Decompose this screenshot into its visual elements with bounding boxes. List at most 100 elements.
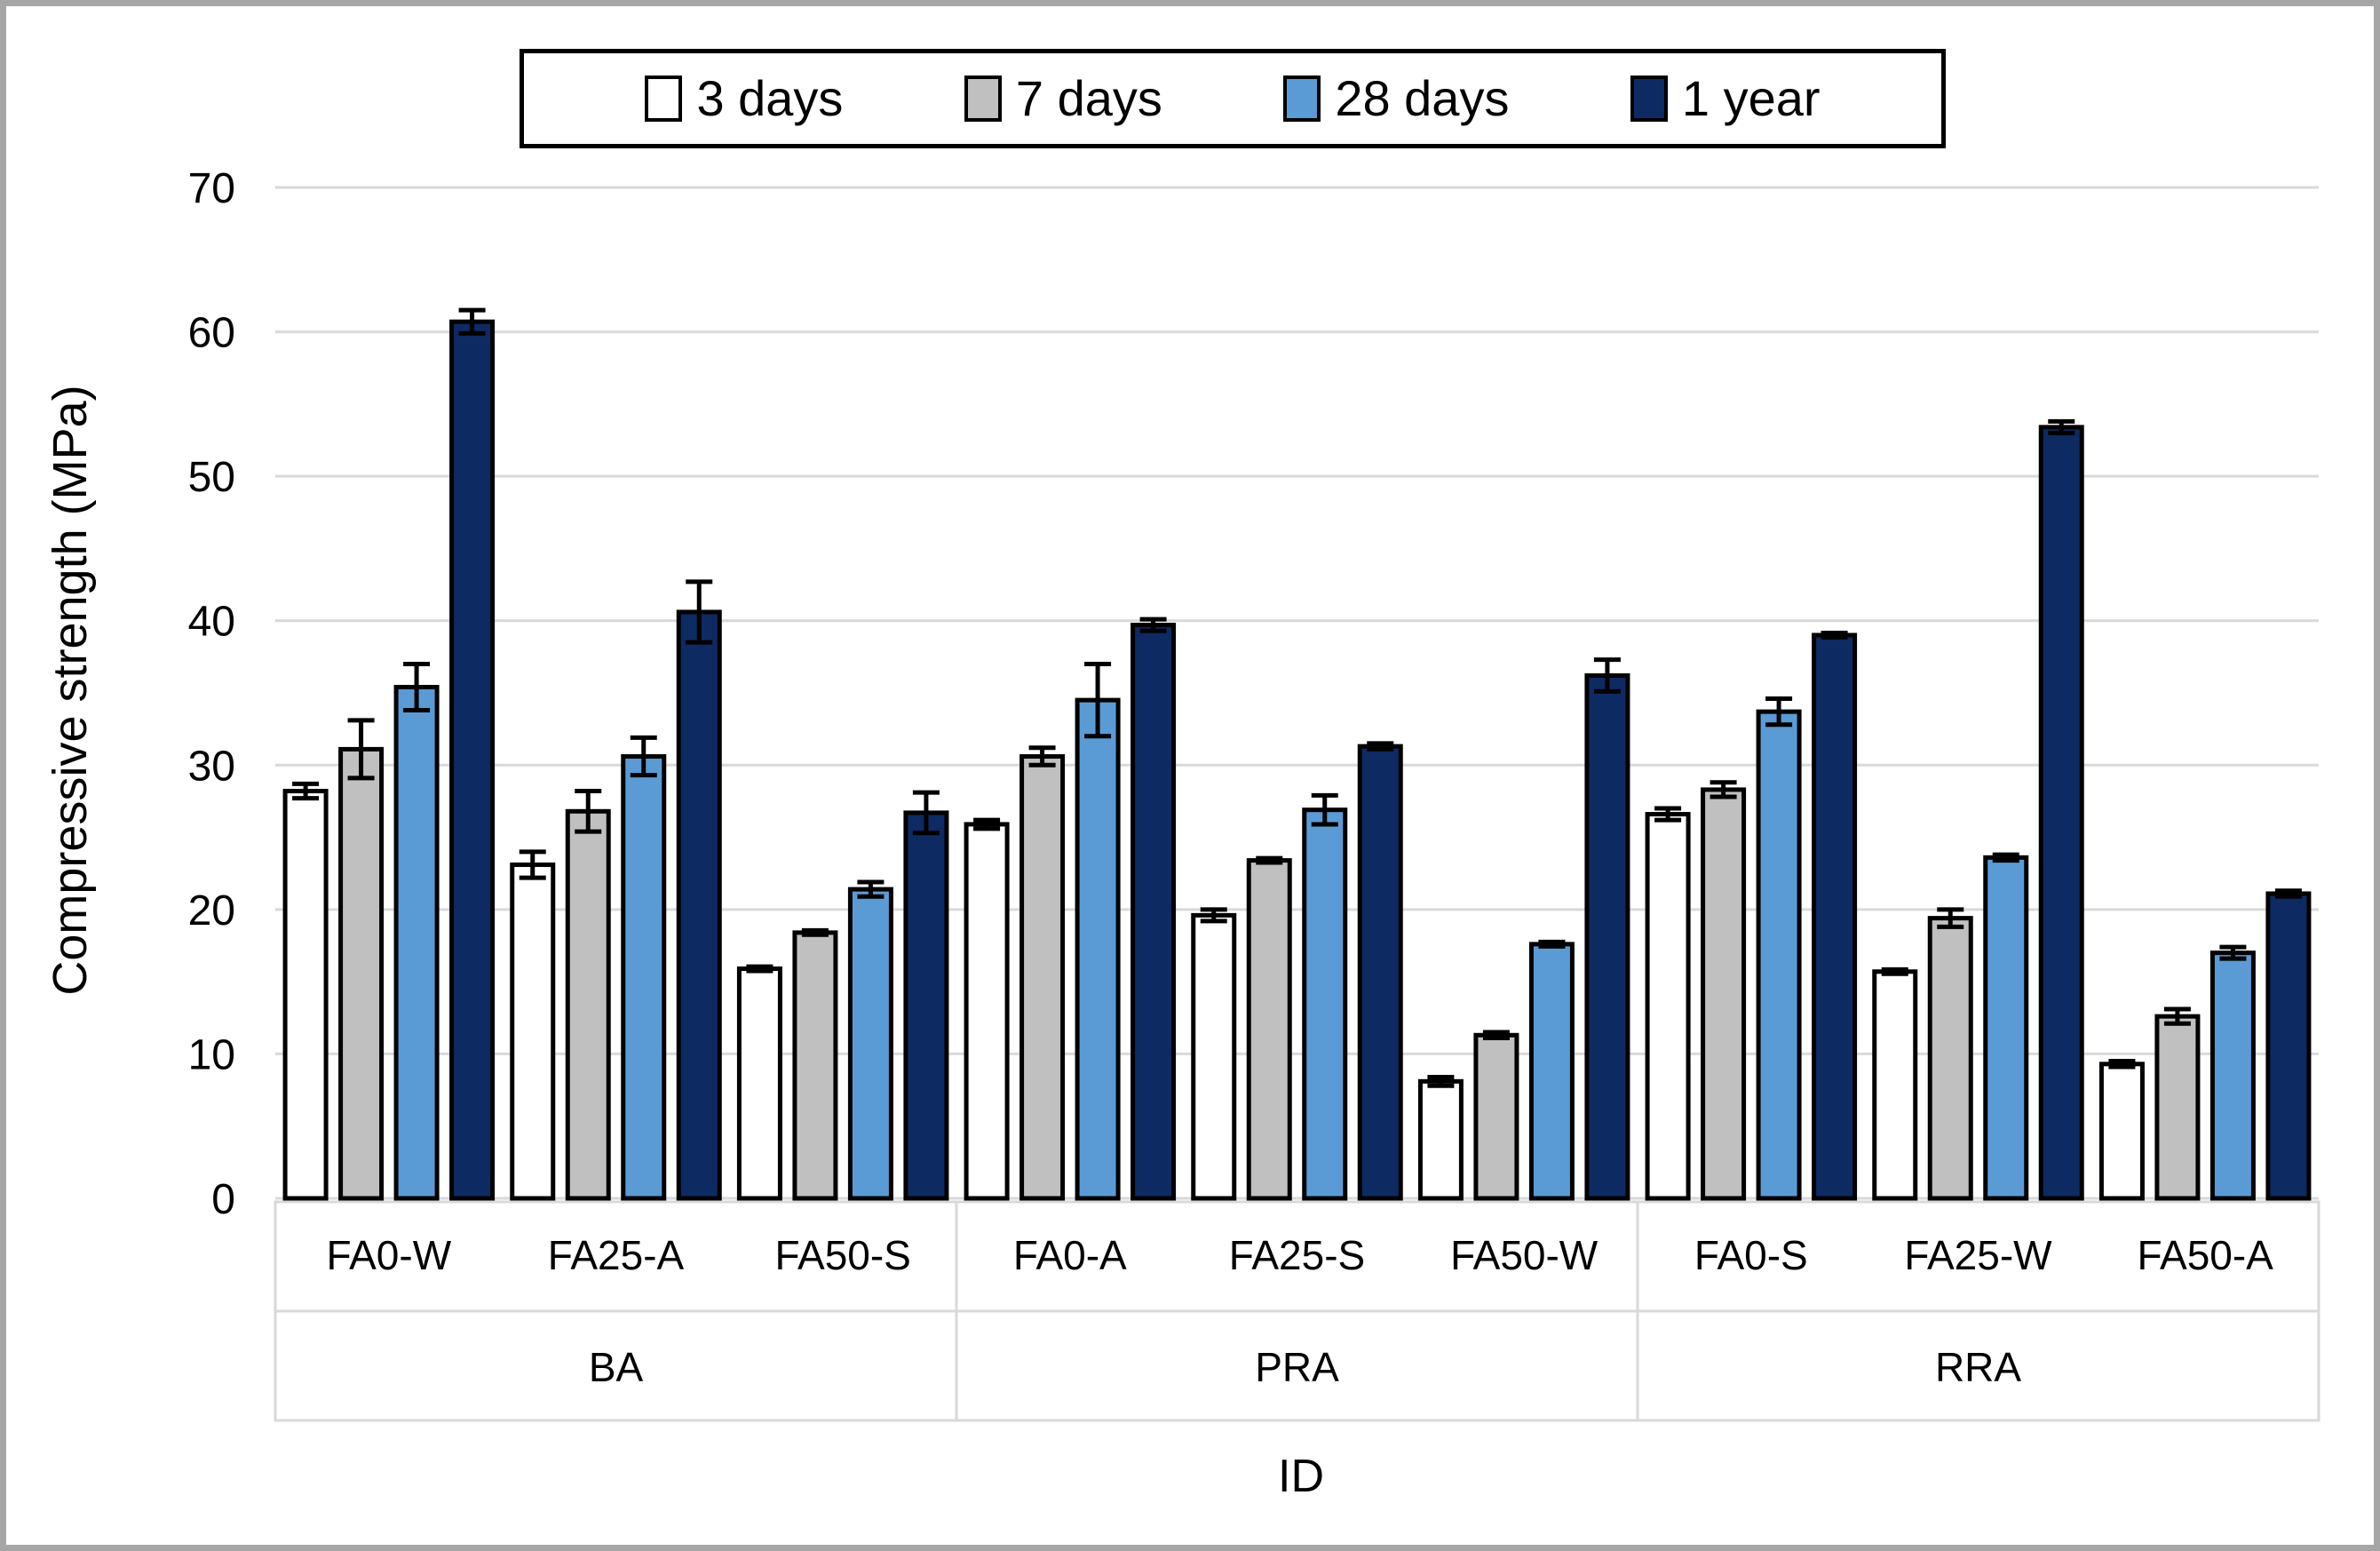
y-tick-label-20: 20 (188, 887, 235, 935)
legend-entry-7-days: 7 days (964, 74, 1162, 123)
group-label-pra: PRA (1255, 1344, 1339, 1390)
category-label-fa0-a: FA0-A (1013, 1232, 1127, 1278)
bar-fa50-s-7-days (792, 930, 838, 1201)
error-bar-fa50-s-7-days (801, 927, 829, 937)
error-bar-fa25-s-28-days (1311, 792, 1338, 827)
error-bar-fa50-w-1-year (1593, 657, 1621, 694)
bar-fa0-s-3-days (1645, 812, 1691, 1201)
error-bar-fa50-s-1-year (912, 790, 940, 836)
error-bar-fa0-w-7-days (347, 718, 375, 781)
legend-entry-28-days: 28 days (1283, 74, 1509, 123)
bar-fa50-a-28-days (2209, 950, 2256, 1201)
bar-fa25-a-7-days (565, 808, 611, 1201)
group-label-ba: BA (589, 1344, 644, 1390)
bar-fa0-a-1-year (1130, 623, 1177, 1201)
category-label-fa25-s: FA25-S (1229, 1232, 1365, 1278)
category-label-fa50-a: FA50-A (2137, 1232, 2273, 1278)
bar-fa25-s-7-days (1246, 858, 1292, 1201)
category-label-fa25-w: FA25-W (1904, 1232, 2052, 1278)
error-bar-fa50-s-28-days (857, 879, 885, 899)
error-bar-fa25-a-3-days (519, 849, 546, 880)
error-bar-fa0-s-1-year (1821, 631, 1848, 640)
error-bar-fa0-w-3-days (292, 781, 320, 801)
bar-fa25-w-1-year (2038, 425, 2084, 1201)
error-bar-fa25-w-1-year (2048, 418, 2075, 435)
y-tick-label-10: 10 (188, 1031, 235, 1078)
bar-fa25-a-1-year (676, 609, 722, 1201)
legend-entry-3-days: 3 days (645, 74, 843, 123)
bar-fa0-a-3-days (964, 822, 1010, 1201)
error-bar-fa25-w-28-days (1992, 852, 2019, 863)
bar-fa50-a-7-days (2154, 1014, 2201, 1201)
error-bar-fa0-s-28-days (1765, 696, 1793, 728)
bar-fa0-s-1-year (1812, 632, 1858, 1201)
error-bar-fa25-a-7-days (575, 789, 602, 834)
legend-entry-1-year: 1 year (1630, 74, 1821, 123)
error-bar-fa25-a-28-days (630, 735, 657, 778)
error-bar-fa0-s-7-days (1710, 780, 1737, 799)
bar-fa25-a-28-days (621, 754, 667, 1201)
bar-fa50-w-3-days (1417, 1078, 1464, 1201)
bar-fa0-a-28-days (1075, 697, 1121, 1201)
error-bar-fa0-a-7-days (1028, 745, 1056, 768)
error-bar-fa25-w-7-days (1937, 907, 1964, 929)
y-tick-label-30: 30 (188, 743, 235, 790)
legend-swatch-7-days (964, 76, 1002, 122)
bar-fa0-w-7-days (338, 746, 385, 1201)
y-tick-label-60: 60 (188, 310, 235, 357)
y-tick-label-50: 50 (188, 454, 235, 501)
bar-fa25-s-28-days (1302, 807, 1348, 1201)
bar-fa50-w-1-year (1584, 672, 1630, 1201)
error-bar-fa25-s-7-days (1256, 855, 1283, 865)
group-label-rra: RRA (1935, 1344, 2021, 1390)
error-bar-fa0-w-1-year (458, 307, 486, 336)
category-label-fa25-a: FA25-A (548, 1232, 685, 1278)
bar-fa0-a-7-days (1019, 754, 1066, 1201)
bar-fa0-w-28-days (393, 684, 440, 1201)
error-bar-fa0-s-3-days (1654, 806, 1682, 823)
bar-fa50-a-1-year (2265, 891, 2312, 1201)
legend-swatch-3-days (645, 76, 683, 122)
error-bar-fa0-w-28-days (403, 661, 431, 713)
error-bar-fa50-w-28-days (1538, 939, 1566, 949)
error-bar-fa25-s-1-year (1367, 741, 1394, 752)
bar-fa25-s-3-days (1191, 912, 1237, 1201)
category-label-fa50-s: FA50-S (774, 1232, 910, 1278)
bar-fa25-w-3-days (1872, 969, 1918, 1201)
error-bar-fa50-a-3-days (2108, 1059, 2136, 1070)
error-bar-fa0-a-3-days (973, 817, 1001, 831)
category-label-fa50-w: FA50-W (1450, 1232, 1599, 1278)
category-label-fa0-s: FA0-S (1694, 1232, 1808, 1278)
legend-box: 3 days 7 days 28 days 1 year (520, 49, 1946, 148)
legend-label-28-days: 28 days (1335, 70, 1510, 126)
y-tick-label-0: 0 (211, 1176, 235, 1223)
bar-fa0-s-7-days (1701, 787, 1747, 1201)
y-tick-label-40: 40 (188, 599, 235, 646)
bar-fa50-w-28-days (1528, 942, 1575, 1201)
legend-label-7-days: 7 days (1015, 70, 1162, 126)
x-axis-title: ID (1278, 1451, 1324, 1502)
error-bar-fa50-a-28-days (2219, 944, 2247, 961)
legend-label-1-year: 1 year (1681, 70, 1821, 126)
bar-fa50-a-3-days (2098, 1062, 2145, 1201)
bar-fa50-s-1-year (903, 810, 949, 1201)
error-bar-fa25-s-3-days (1200, 907, 1227, 924)
error-bar-fa25-w-3-days (1881, 966, 1908, 976)
error-bar-fa50-w-3-days (1427, 1074, 1455, 1088)
category-label-fa0-w: FA0-W (327, 1232, 452, 1278)
legend-swatch-1-year (1630, 76, 1668, 122)
legend-label-3-days: 3 days (696, 70, 844, 126)
error-bar-fa50-w-7-days (1482, 1030, 1510, 1041)
y-tick-label-70: 70 (188, 165, 235, 212)
bar-fa0-w-3-days (282, 789, 329, 1201)
bar-chart: 0 10 20 30 40 50 60 70 FA0-W FA25-A FA50-S FA0-A FA2… (188, 165, 2320, 1422)
bar-fa0-w-1-year (449, 319, 496, 1201)
error-bar-fa25-a-1-year (686, 579, 713, 645)
y-axis-title: Compressive strength (MPa) (44, 385, 97, 996)
error-bar-fa50-s-3-days (746, 964, 774, 974)
bar-fa25-w-7-days (1927, 916, 1973, 1201)
bar-fa25-w-28-days (1983, 855, 2029, 1201)
error-bar-fa50-a-7-days (2163, 1006, 2191, 1026)
error-bar-fa50-a-1-year (2274, 888, 2302, 899)
